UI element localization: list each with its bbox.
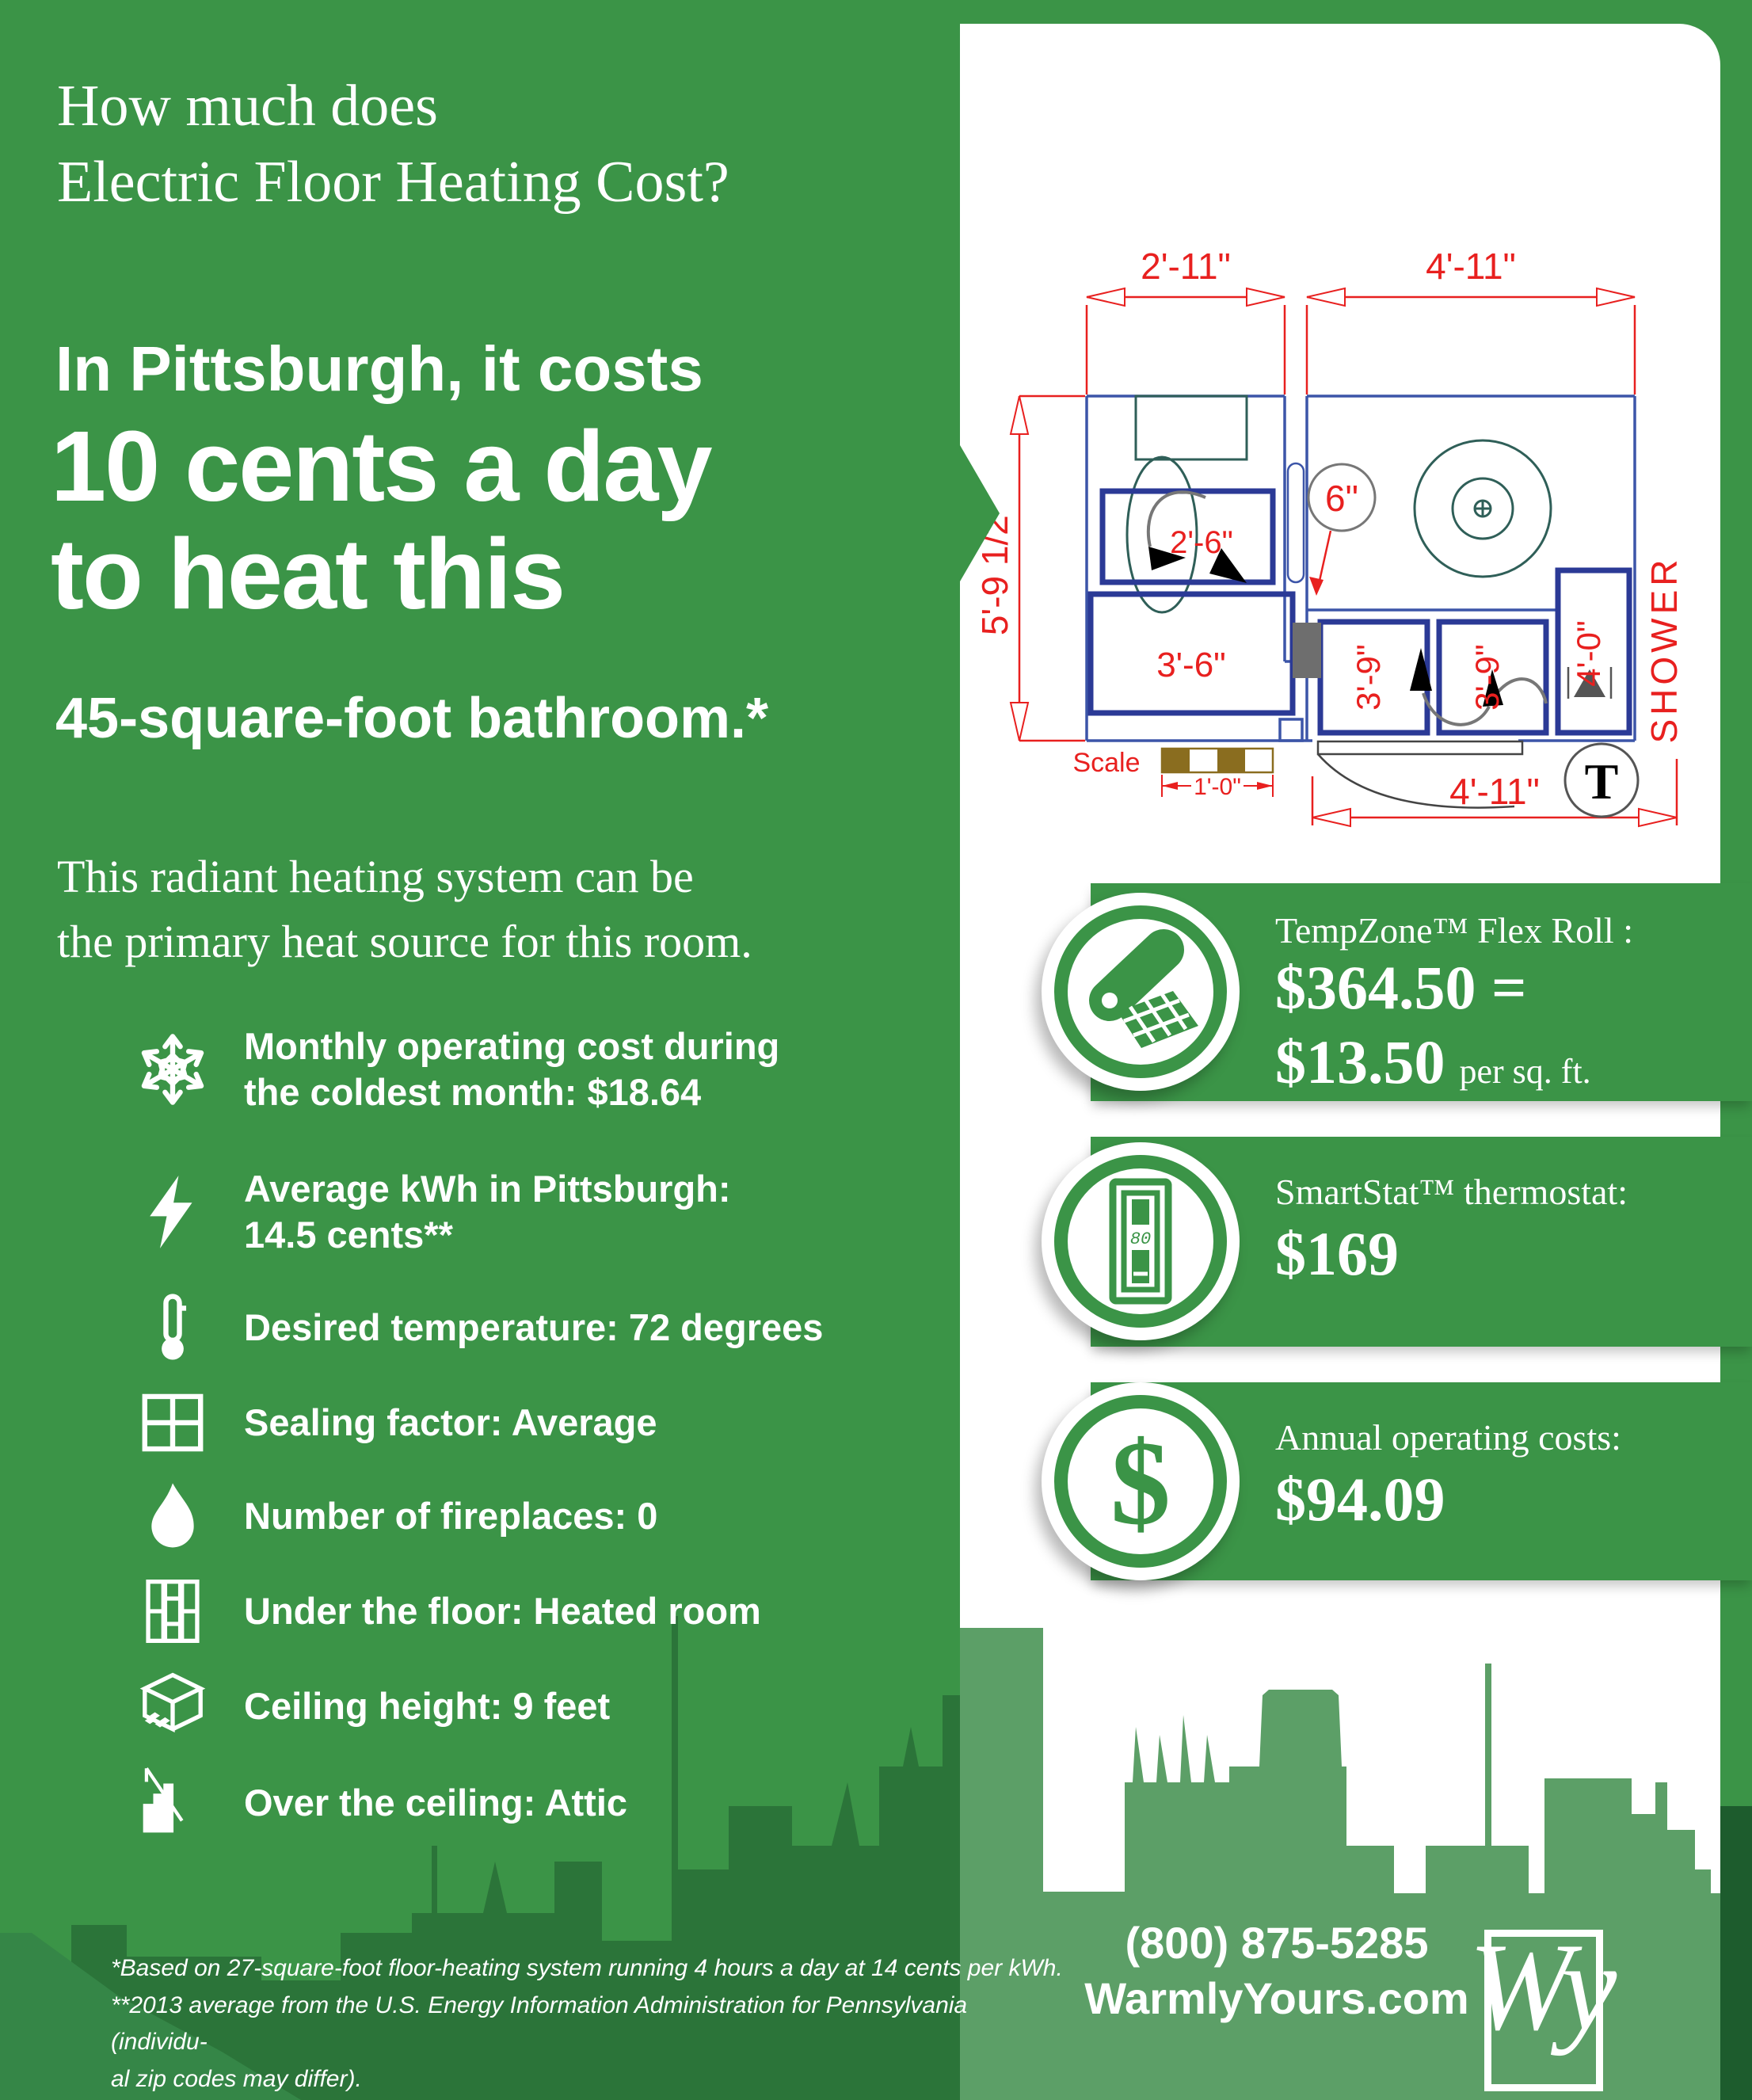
shower-label: SHOWER bbox=[1643, 556, 1685, 744]
factor-text: Average kWh in Pittsburgh: 14.5 cents** bbox=[244, 1168, 731, 1256]
mat-floor-label: 3'-6" bbox=[1156, 646, 1226, 684]
thermostat-display: 80 bbox=[1130, 1229, 1151, 1249]
product-title: TempZone™ Flex Roll : bbox=[1275, 910, 1633, 951]
mat-right2-label: 3'-9" bbox=[1468, 644, 1506, 711]
factor-row-kwh: Average kWh in Pittsburgh: 14.5 cents** bbox=[135, 1166, 974, 1259]
factor-text: Over the ceiling: Attic bbox=[244, 1781, 628, 1824]
claim-line-1: In Pittsburgh, it costs bbox=[55, 333, 703, 404]
factor-row-over-ceiling: Over the ceiling: Attic bbox=[135, 1765, 974, 1841]
claim-line-2: 10 cents a day bbox=[51, 410, 713, 522]
factor-row-temperature: Desired temperature: 72 degrees bbox=[135, 1290, 974, 1366]
flame-icon bbox=[135, 1478, 211, 1554]
factor-text: Desired temperature: 72 degrees bbox=[244, 1305, 824, 1348]
mat-right1-label: 3'-9" bbox=[1350, 644, 1387, 711]
factor-row-sealing: Sealing factor: Average bbox=[135, 1385, 974, 1461]
price-value: $13.50 bbox=[1275, 1027, 1445, 1096]
factor-row-coldest-month: Monthly operating cost during the coldes… bbox=[135, 1023, 974, 1116]
factor-text: Monthly operating cost during the coldes… bbox=[244, 1025, 780, 1114]
dim-bottom: 4'-11" bbox=[1449, 771, 1540, 812]
dollar-icon: $ bbox=[1042, 1382, 1240, 1580]
thermometer-icon bbox=[135, 1290, 211, 1366]
right-panel: 2'-11" 4'-11" 4'-11" 6" 5'-9 1/2" 2'-6" … bbox=[960, 24, 1752, 2100]
dim-top-left: 2'-11" bbox=[1141, 246, 1231, 287]
claim-line-3: to heat this bbox=[51, 518, 566, 630]
warmlyyours-logo: Wy bbox=[1468, 1918, 1617, 2056]
product-price: $364.50 = bbox=[1275, 953, 1527, 1022]
window-icon bbox=[135, 1385, 211, 1461]
factor-row-ceiling-height: Ceiling height: 9 feet bbox=[135, 1668, 974, 1744]
speech-bubble-pointer bbox=[960, 445, 1000, 581]
mat-shower-label: 4'-0" bbox=[1570, 620, 1607, 687]
product-title: SmartStat™ thermostat: bbox=[1275, 1172, 1628, 1212]
factor-text: Ceiling height: 9 feet bbox=[244, 1684, 611, 1727]
factor-row-under-floor: Under the floor: Heated room bbox=[135, 1573, 974, 1649]
vanity-offset-label: 6" bbox=[1325, 478, 1358, 519]
mat-toilet-label: 2'-6" bbox=[1170, 525, 1233, 560]
disclaimer-text: *Based on 27-square-foot floor-heating s… bbox=[111, 1955, 1063, 2092]
factor-text: Under the floor: Heated room bbox=[244, 1589, 761, 1632]
factor-text: Sealing factor: Average bbox=[244, 1401, 657, 1443]
lightning-icon bbox=[135, 1174, 211, 1250]
product-price: $169 bbox=[1275, 1219, 1399, 1288]
factor-row-fireplaces: Number of fireplaces: 0 bbox=[135, 1478, 974, 1554]
page-title: How much does Electric Floor Heating Cos… bbox=[57, 74, 729, 215]
bathroom-floor-plan: 2'-11" 4'-11" 4'-11" 6" 5'-9 1/2" 2'-6" … bbox=[974, 246, 1685, 828]
ceiling-icon bbox=[135, 1668, 211, 1744]
floor-sensor bbox=[1293, 623, 1321, 678]
thermostat-product-icon: 80 bbox=[1042, 1142, 1240, 1340]
product-price: $94.09 bbox=[1275, 1465, 1445, 1534]
footer bbox=[960, 1893, 1720, 2100]
intro-paragraph: This radiant heating system can be the p… bbox=[57, 851, 752, 968]
dollar-symbol: $ bbox=[1110, 1416, 1171, 1549]
claim-line-4: 45-square-foot bathroom.* bbox=[55, 687, 769, 750]
thermostat-letter: T bbox=[1585, 753, 1619, 810]
scale-label: Scale bbox=[1072, 748, 1140, 778]
footer-website: WarmlyYours.com bbox=[1084, 1973, 1469, 2023]
scale-value: 1'-0" bbox=[1194, 774, 1241, 800]
dim-top-right: 4'-11" bbox=[1426, 246, 1516, 287]
footer-phone: (800) 875-5285 bbox=[1125, 1918, 1429, 1968]
factor-text: Number of fireplaces: 0 bbox=[244, 1494, 658, 1537]
price-suffix: per sq. ft. bbox=[1459, 1052, 1591, 1091]
attic-icon bbox=[135, 1765, 211, 1841]
thermostat-symbol bbox=[1563, 742, 1640, 818]
product-price-per-sqft: $13.50 per sq. ft. bbox=[1275, 1027, 1591, 1098]
product-title: Annual operating costs: bbox=[1275, 1417, 1621, 1458]
flex-roll-icon bbox=[1042, 893, 1240, 1091]
floor-icon bbox=[135, 1573, 211, 1649]
warmlyyours-logo-box bbox=[1484, 1930, 1603, 2091]
snowflake-icon bbox=[135, 1031, 211, 1107]
right-edge-strip bbox=[1720, 1806, 1752, 2100]
